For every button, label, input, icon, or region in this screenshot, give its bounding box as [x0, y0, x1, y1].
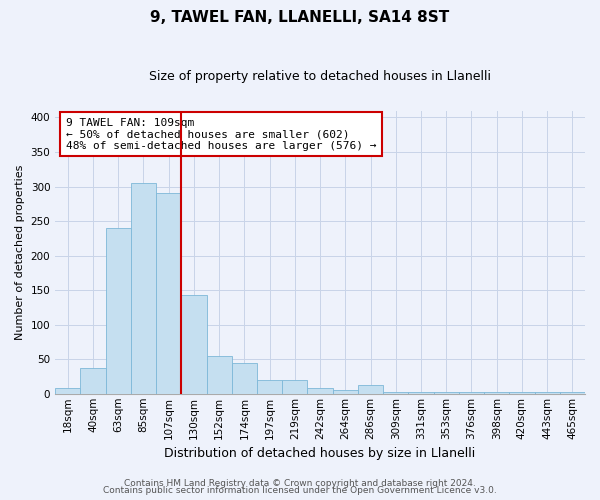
Bar	[383, 392, 409, 394]
Text: Contains HM Land Registry data © Crown copyright and database right 2024.: Contains HM Land Registry data © Crown c…	[124, 478, 476, 488]
Bar	[560, 392, 585, 394]
Bar	[55, 388, 80, 394]
Bar	[282, 380, 307, 394]
Bar	[232, 364, 257, 394]
Title: Size of property relative to detached houses in Llanelli: Size of property relative to detached ho…	[149, 70, 491, 83]
Bar	[484, 392, 509, 394]
Y-axis label: Number of detached properties: Number of detached properties	[15, 164, 25, 340]
Bar	[307, 388, 332, 394]
Bar	[332, 390, 358, 394]
Bar	[156, 194, 181, 394]
Bar	[409, 392, 434, 394]
Bar	[358, 385, 383, 394]
Text: Contains public sector information licensed under the Open Government Licence v3: Contains public sector information licen…	[103, 486, 497, 495]
Bar	[80, 368, 106, 394]
Bar	[257, 380, 282, 394]
Bar	[509, 392, 535, 394]
Bar	[206, 356, 232, 394]
Bar	[131, 183, 156, 394]
Bar	[459, 392, 484, 394]
Bar	[535, 392, 560, 394]
Text: 9, TAWEL FAN, LLANELLI, SA14 8ST: 9, TAWEL FAN, LLANELLI, SA14 8ST	[151, 10, 449, 25]
Text: 9 TAWEL FAN: 109sqm
← 50% of detached houses are smaller (602)
48% of semi-detac: 9 TAWEL FAN: 109sqm ← 50% of detached ho…	[66, 118, 376, 151]
Bar	[181, 295, 206, 394]
X-axis label: Distribution of detached houses by size in Llanelli: Distribution of detached houses by size …	[164, 447, 476, 460]
Bar	[106, 228, 131, 394]
Bar	[434, 392, 459, 394]
